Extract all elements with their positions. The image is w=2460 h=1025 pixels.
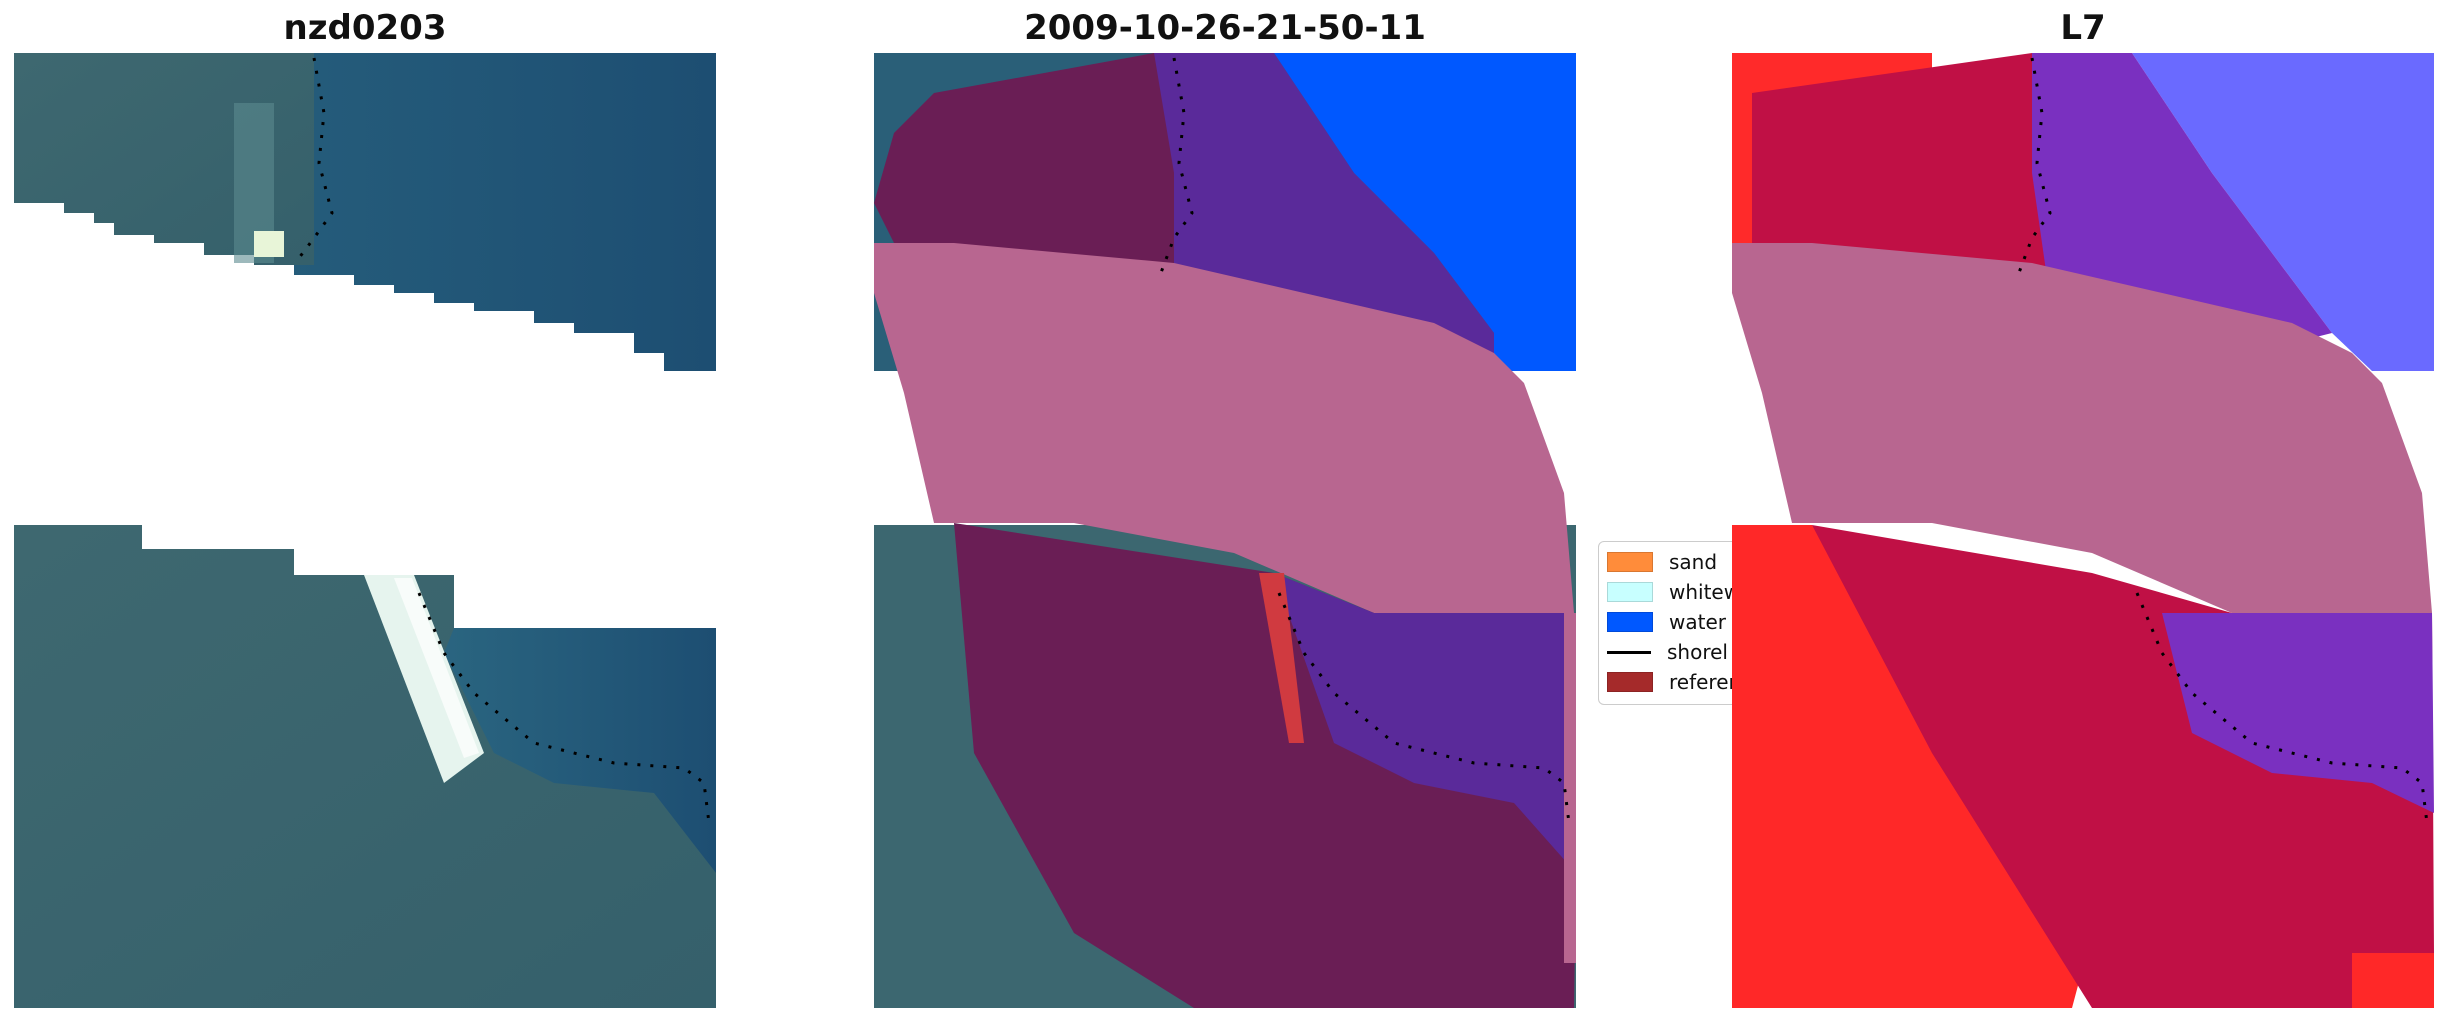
pink-edge <box>1564 613 1576 963</box>
classified-image <box>874 53 1576 1008</box>
water-class-region <box>1274 53 1576 371</box>
shoreline-dotted-3 <box>2015 57 2429 824</box>
rgb-image <box>14 53 716 1008</box>
legend-label-shoreline: shorel <box>1667 640 1728 664</box>
legend-swatch-whitewater <box>1607 582 1653 602</box>
l7-panel <box>1732 53 2434 1008</box>
reference-strip <box>1259 573 1304 743</box>
l7-pink-band <box>1732 243 2432 613</box>
l7-blue-region <box>2132 53 2434 371</box>
legend-item-sand: sand <box>1607 548 1717 576</box>
legend-item-reference: referen <box>1607 668 1741 696</box>
l7-image <box>1732 53 2434 1008</box>
purple-overlay-bottom <box>1274 573 1576 873</box>
l7-red-bottom <box>1732 525 2092 1008</box>
legend-label-reference: referen <box>1669 670 1742 694</box>
rgb-image-panel <box>14 53 716 1008</box>
l7-purple-bottom <box>2162 613 2434 813</box>
legend-item-water: water <box>1607 608 1726 636</box>
legend-swatch-water <box>1607 612 1653 632</box>
top-surf <box>254 231 284 257</box>
l7-crimson-top <box>1752 53 2052 293</box>
shoreline-dotted <box>297 57 711 824</box>
maroon-top <box>874 53 1174 283</box>
legend-item-shoreline: shorel <box>1607 638 1728 666</box>
legend-label-whitewater: whitew <box>1669 580 1741 604</box>
classified-panel <box>874 53 1576 1008</box>
legend-swatch-sand <box>1607 552 1653 572</box>
legend-label-water: water <box>1669 610 1726 634</box>
legend-label-sand: sand <box>1669 550 1718 574</box>
l7-purple-top <box>2032 53 2332 343</box>
panel-title-right: L7 <box>2060 8 2106 48</box>
legend-swatch-reference <box>1607 672 1653 692</box>
panel-title-left: nzd0203 <box>283 8 447 48</box>
legend-item-whitewater: whitew <box>1607 578 1740 606</box>
panel-title-center: 2009-10-26-21-50-11 <box>1024 8 1426 48</box>
bottom-surf-bright <box>394 578 479 758</box>
legend-line-shoreline <box>1607 650 1651 654</box>
shoreline-dotted-2 <box>1157 57 1571 824</box>
bottom-sea <box>444 628 716 873</box>
pink-mask-band <box>874 243 1574 613</box>
